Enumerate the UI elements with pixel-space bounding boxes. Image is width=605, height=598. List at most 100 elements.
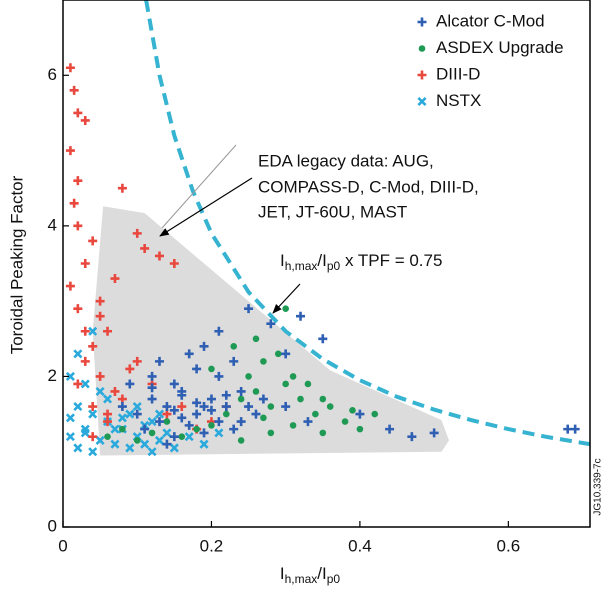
- point: [132, 409, 142, 419]
- point: [103, 394, 113, 404]
- point: [162, 439, 172, 449]
- point: [214, 428, 224, 438]
- point: [154, 409, 165, 419]
- point: [65, 432, 75, 442]
- point: [65, 371, 75, 381]
- point: [140, 243, 150, 253]
- point: [162, 402, 172, 412]
- point: [169, 259, 179, 268]
- point: [236, 417, 246, 427]
- point: [117, 413, 127, 423]
- legend-label: Alcator C-Mod: [436, 11, 545, 30]
- point: [282, 380, 289, 388]
- point: [341, 418, 349, 425]
- point: [65, 63, 75, 73]
- point: [73, 221, 83, 231]
- y-axis-label: Toroidal Peaking Factor: [7, 175, 26, 354]
- point: [80, 326, 90, 336]
- point: [236, 386, 246, 396]
- point: [177, 402, 187, 412]
- point: [80, 379, 90, 389]
- point: [229, 424, 239, 434]
- point: [73, 108, 83, 118]
- label-sub: p0: [327, 572, 341, 586]
- annotation: COMPASS-D, C-Mod, DIII-D,: [258, 177, 479, 196]
- point: [69, 85, 79, 95]
- point: [95, 435, 105, 445]
- point: [80, 115, 90, 125]
- point: [230, 343, 238, 350]
- point: [125, 409, 135, 419]
- point: [221, 402, 231, 412]
- point: [281, 402, 291, 412]
- legend-item: ASDEX Upgrade: [418, 38, 564, 57]
- point: [147, 417, 157, 427]
- point: [267, 403, 275, 410]
- legend-label: ASDEX Upgrade: [436, 38, 564, 57]
- legend-marker: [417, 96, 427, 107]
- point: [199, 428, 209, 438]
- point: [73, 402, 83, 412]
- point: [237, 395, 245, 403]
- point: [199, 439, 209, 449]
- legend-item: DIII-D: [417, 64, 480, 83]
- point: [88, 402, 98, 412]
- point: [65, 281, 75, 291]
- point: [570, 424, 580, 434]
- point: [119, 425, 126, 433]
- label-part: I: [280, 564, 285, 583]
- point: [244, 304, 254, 314]
- reference-curve: [144, 0, 590, 447]
- point: [178, 433, 186, 440]
- point: [162, 409, 172, 419]
- annotation-arrow: [159, 177, 253, 237]
- y-tick-label: 0: [48, 516, 57, 535]
- point: [177, 413, 187, 423]
- point: [326, 403, 334, 410]
- point: [132, 356, 142, 366]
- legend-item: Alcator C-Mod: [417, 11, 545, 30]
- point: [117, 183, 127, 193]
- point: [73, 349, 83, 359]
- point: [214, 371, 224, 381]
- point: [110, 424, 120, 434]
- point: [125, 443, 135, 453]
- point: [206, 394, 216, 404]
- y-tick-label: 2: [48, 366, 57, 385]
- point: [154, 251, 164, 261]
- point: [319, 429, 327, 437]
- legend-marker: [417, 70, 427, 80]
- legend-item: NSTX: [417, 91, 481, 110]
- label-part: I: [280, 251, 285, 270]
- point: [385, 424, 395, 434]
- axes-frame: [62, 0, 591, 528]
- legend-label: DIII-D: [436, 64, 480, 83]
- point: [193, 425, 200, 433]
- point: [304, 380, 312, 388]
- label-part: x TPF = 0.75: [340, 251, 442, 270]
- point: [88, 432, 98, 442]
- point: [162, 428, 172, 438]
- x-tick-label: 0.6: [497, 536, 521, 555]
- point: [349, 407, 356, 414]
- point: [110, 386, 120, 396]
- point: [208, 422, 215, 429]
- point: [110, 274, 120, 284]
- point: [80, 356, 90, 366]
- figure-id: JG10.339-7c: [593, 458, 604, 515]
- point: [147, 383, 157, 393]
- point: [88, 326, 98, 336]
- annotation: EDA legacy data: AUG,: [258, 151, 434, 170]
- point: [319, 395, 327, 403]
- point: [69, 198, 79, 208]
- point: [88, 409, 98, 419]
- point: [318, 334, 328, 344]
- point: [103, 409, 113, 419]
- leader-line: [161, 144, 237, 229]
- point: [154, 435, 165, 445]
- point: [65, 413, 75, 423]
- point: [258, 394, 268, 404]
- y-tick-label: 4: [48, 215, 57, 234]
- point: [154, 356, 164, 366]
- point: [252, 335, 260, 343]
